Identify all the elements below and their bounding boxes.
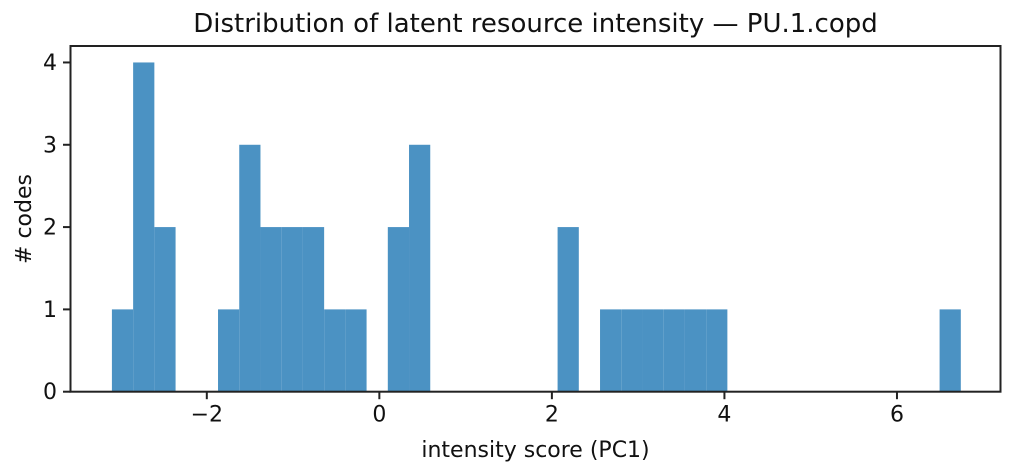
y-tick-label: 1 [43, 298, 57, 323]
chart-title: Distribution of latent resource intensit… [193, 9, 878, 39]
histogram-bar [409, 144, 431, 392]
y-tick-label: 0 [43, 380, 57, 405]
histogram-bar [621, 309, 643, 392]
histogram-bar [387, 227, 410, 392]
histogram-bar [642, 309, 664, 392]
y-tick-label: 3 [43, 133, 57, 158]
histogram-bar [600, 309, 622, 392]
histogram-bar [345, 309, 367, 392]
histogram-bar [154, 227, 176, 392]
histogram-bar [706, 309, 728, 392]
histogram-bar [302, 227, 325, 392]
x-axis-ticks: −2 0 2 4 6 [191, 391, 904, 428]
histogram-bar [557, 227, 579, 392]
histogram-bar [111, 309, 134, 392]
histogram-bar [324, 309, 346, 392]
bars-group [111, 62, 961, 392]
plot-frame [69, 45, 1002, 393]
y-axis-label: # codes [12, 174, 37, 264]
x-tick-label: 6 [890, 403, 904, 428]
histogram-bar [684, 309, 707, 392]
histogram-bar [281, 227, 303, 392]
x-tick-label: −2 [191, 403, 223, 428]
histogram-bar [939, 309, 961, 392]
x-tick-label: 0 [372, 403, 386, 428]
x-tick-label: 4 [717, 403, 731, 428]
histogram-bar [663, 309, 685, 392]
histogram-bar [218, 309, 240, 392]
y-tick-label: 4 [43, 51, 57, 76]
x-tick-label: 2 [545, 403, 559, 428]
x-axis-label: intensity score (PC1) [421, 438, 649, 463]
y-tick-label: 2 [43, 216, 57, 241]
histogram-bar [133, 62, 155, 392]
y-axis-ticks: 0 1 2 3 4 [43, 51, 71, 405]
histogram-bar [239, 144, 261, 392]
histogram-bar [260, 227, 282, 392]
